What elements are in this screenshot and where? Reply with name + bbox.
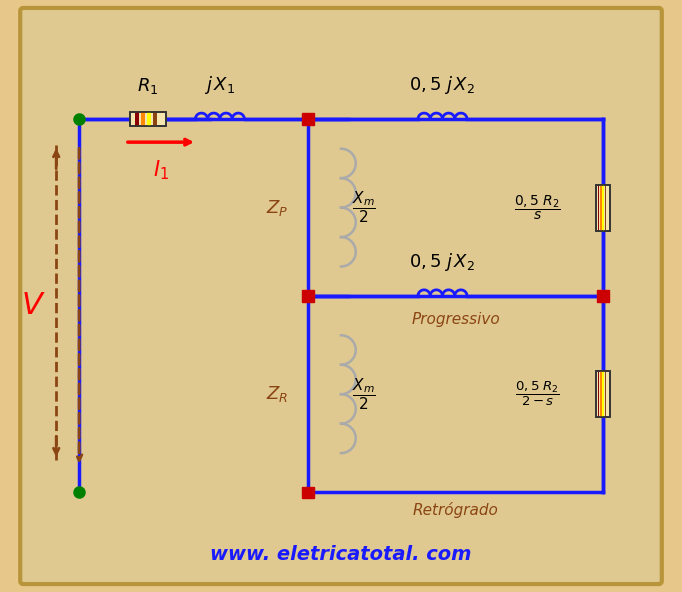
Bar	[597, 371, 599, 417]
Text: $0,5\;j\,X_2$: $0,5\;j\,X_2$	[409, 251, 475, 273]
Bar	[602, 185, 604, 230]
Text: $0,5\;j\,X_2$: $0,5\;j\,X_2$	[409, 75, 475, 96]
Bar	[302, 113, 314, 125]
Bar	[130, 112, 166, 127]
Bar	[140, 112, 145, 127]
Bar	[147, 112, 151, 127]
Text: Retrógrado: Retrógrado	[413, 502, 499, 518]
Bar	[597, 290, 609, 302]
Text: $j\,X_1$: $j\,X_1$	[205, 75, 235, 96]
Bar	[134, 112, 139, 127]
Bar	[302, 290, 314, 302]
Bar	[605, 185, 606, 230]
Bar	[595, 185, 610, 230]
Text: $\dfrac{0,5\;R_2}{s}$: $\dfrac{0,5\;R_2}{s}$	[514, 193, 561, 222]
Bar	[302, 487, 314, 498]
Bar	[130, 112, 166, 127]
Text: $\dfrac{X_m}{2}$: $\dfrac{X_m}{2}$	[352, 190, 376, 226]
Bar	[600, 371, 602, 417]
Text: $I_1$: $I_1$	[153, 159, 169, 182]
Bar	[595, 371, 610, 417]
FancyBboxPatch shape	[20, 8, 662, 584]
FancyBboxPatch shape	[14, 1, 668, 591]
Text: $R_1$: $R_1$	[137, 76, 158, 96]
Bar	[602, 371, 604, 417]
Text: $Z_R$: $Z_R$	[267, 384, 288, 404]
Text: $\dfrac{X_m}{2}$: $\dfrac{X_m}{2}$	[352, 377, 376, 412]
Text: $V$: $V$	[21, 291, 46, 320]
Text: $\dfrac{0,5\;R_2}{2-s}$: $\dfrac{0,5\;R_2}{2-s}$	[515, 380, 560, 408]
Text: Progressivo: Progressivo	[411, 313, 500, 327]
Bar	[597, 185, 599, 230]
Bar	[605, 371, 606, 417]
Text: www. eletricatotal. com: www. eletricatotal. com	[210, 545, 472, 564]
Bar	[595, 371, 610, 417]
Bar	[595, 185, 610, 230]
Bar	[600, 185, 602, 230]
Bar	[153, 112, 157, 127]
Text: $Z_P$: $Z_P$	[266, 198, 288, 218]
